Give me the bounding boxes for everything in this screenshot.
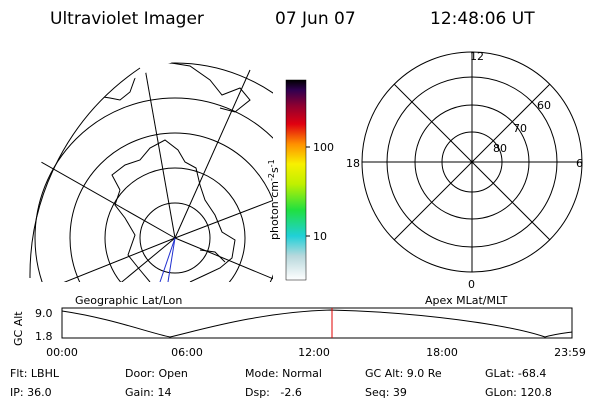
info-block: Flt: LBHL Door: Open Mode: Normal GC Alt: 9… bbox=[10, 367, 552, 399]
time: 12:48:06 UT bbox=[430, 9, 535, 29]
altitude-ylabel: GC Alt bbox=[12, 311, 25, 346]
info-field: Gain: 14 bbox=[125, 386, 172, 399]
altitude-ytick: 9.0 bbox=[35, 307, 53, 320]
left-panel-label: Geographic Lat/Lon bbox=[75, 294, 182, 307]
info-field: GC Alt: 9.0 Re bbox=[365, 367, 442, 380]
time-tick: 00:00 bbox=[46, 346, 78, 359]
mlat-label: 60 bbox=[537, 99, 551, 112]
time-tick: 18:00 bbox=[426, 346, 458, 359]
mlt-label: 0 bbox=[468, 278, 475, 291]
info-field: Dsp: -2.6 bbox=[245, 386, 302, 399]
time-tick: 23:59 bbox=[554, 346, 586, 359]
colorbar-tick: 100 bbox=[313, 141, 334, 154]
colorbar-tick: 10 bbox=[313, 230, 327, 243]
mlt-label: 6 bbox=[576, 157, 583, 170]
date: 07 Jun 07 bbox=[275, 9, 356, 29]
mlat-label: 80 bbox=[493, 142, 507, 155]
colorbar bbox=[285, 79, 307, 281]
instrument: Ultraviolet Imager bbox=[50, 9, 204, 29]
colorbar-unit: photon cm-2s-1 bbox=[267, 159, 281, 240]
altitude-plot bbox=[61, 307, 573, 339]
info-field: GLat: -68.4 bbox=[485, 367, 546, 380]
info-field: Door: Open bbox=[125, 367, 188, 380]
mlat-label: 70 bbox=[513, 122, 527, 135]
info-field: Mode: Normal bbox=[245, 367, 322, 380]
geo-map bbox=[28, 55, 273, 282]
polar-grid bbox=[361, 51, 583, 273]
info-field: GLon: 120.8 bbox=[485, 386, 552, 399]
altitude-curve bbox=[61, 309, 573, 338]
info-field: Seq: 39 bbox=[365, 386, 407, 399]
mlt-label: 18 bbox=[346, 157, 360, 170]
info-field: IP: 36.0 bbox=[10, 386, 52, 399]
altitude-ytick: 1.8 bbox=[35, 330, 53, 343]
mlt-label: 12 bbox=[470, 50, 484, 63]
time-tick: 06:00 bbox=[171, 346, 203, 359]
right-panel-label: Apex MLat/MLT bbox=[425, 294, 508, 307]
info-field: Flt: LBHL bbox=[10, 367, 60, 380]
time-tick: 12:00 bbox=[298, 346, 330, 359]
